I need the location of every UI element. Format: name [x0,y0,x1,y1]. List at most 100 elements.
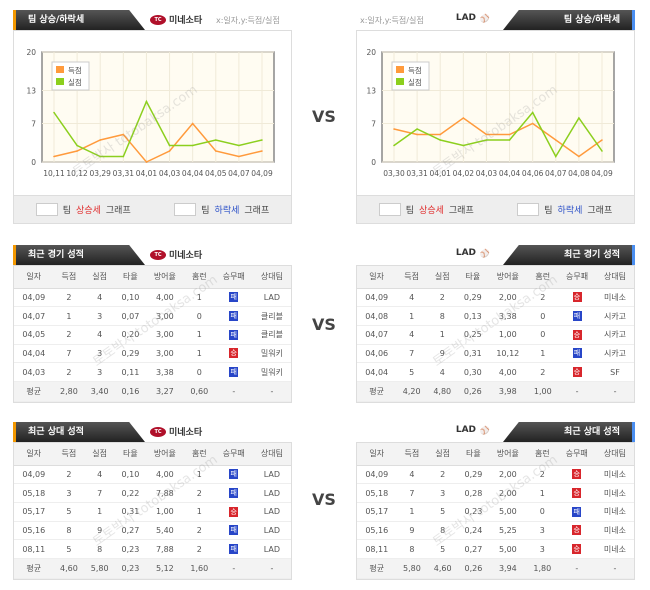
result-badge: 승 [572,292,582,303]
table-cell: 8 [426,306,458,326]
table-cell: 클리블 [252,325,291,345]
result-cell: 승 [558,288,597,308]
table-cell: 8 [396,539,428,559]
team-label: LAD ⚾ [456,13,493,23]
average-cell: 평균 [357,558,397,579]
data-point [122,133,125,136]
table-cell: 04,04 [14,344,54,364]
table-row: 04,08 1 8 0,13 3,38 0 패 시카고 [357,306,634,326]
team-name: LAD [455,13,476,23]
average-cell: 5,12 [145,558,184,579]
table-cell: 0 [526,502,558,522]
table-cell: 0,28 [458,483,489,503]
x-tick-label: 03,30 [383,169,405,178]
team-label: LAD ⚾ [456,425,493,435]
average-cell: 3,98 [488,381,528,402]
data-point [462,117,465,119]
result-badge: 패 [572,506,582,517]
data-point [439,133,442,136]
data-point [462,144,465,147]
right-trend-panel: x:일자,y:득점/실점 LAD ⚾ 팀 상승/하락세 03,30 03,31 04,… [356,10,635,224]
up-trend-button[interactable]: 팀 상승세 그래프 [35,203,131,216]
table-cell: 04,09 [357,288,397,308]
label: 하락세 [214,206,240,216]
data-point [439,139,442,141]
x-tick-label: 04,04 [182,169,204,178]
table-cell: 0,23 [458,502,489,522]
data-point [99,155,102,158]
data-point [578,117,580,119]
data-point [554,155,557,158]
average-cell: 0,26 [457,381,489,402]
table-cell: 미네소 [596,288,634,308]
table-cell: 1,00 [488,325,528,345]
up-trend-button[interactable]: 팀 상승세 그래프 [378,203,474,216]
average-cell: - [595,558,634,579]
table-cell: 2 [53,465,85,485]
table-cell: 2 [427,465,459,485]
table-cell: 5,25 [488,521,527,541]
down-trend-button[interactable]: 팀 하락세 그래프 [517,203,612,216]
column-header: 실점 [426,266,458,289]
table-cell: 4 [84,325,116,345]
column-header: 일자 [14,443,54,466]
label: 팀 [201,206,210,216]
data-point [531,111,534,114]
table-cell: 9 [396,521,428,541]
result-cell: 승 [214,344,253,364]
average-cell: 3,40 [84,381,116,402]
column-header: 상대팀 [252,266,291,289]
y-tick-label: 13 [26,87,36,96]
table-cell: 5 [427,539,459,559]
table-row: 04,06 7 9 0,31 10,12 1 패 시카고 [357,344,634,364]
table-row: 05,18 3 7 0,22 7,88 2 패 LAD [14,483,291,503]
column-header: 상대팀 [595,443,634,466]
table-cell: 1 [426,325,458,345]
table-cell: 04,09 [14,465,54,485]
column-header: 승무패 [558,266,597,289]
average-cell: 3,94 [488,558,527,579]
data-point [145,100,148,103]
table-cell: 4 [84,288,116,308]
team-name: LAD [455,248,476,258]
average-cell: 5,80 [396,558,428,579]
header-row: 일자 득점 실점 타율 방어율 홈런 승무패 상대팀 [357,443,634,466]
table-cell: 3 [53,483,85,503]
column-header: 홈런 [527,266,559,289]
vs-label: VS [312,107,336,126]
average-row: 평균 2,80 3,40 0,16 3,27 0,60- - [14,381,291,402]
table-cell: 05,17 [357,502,397,522]
table-cell: 4,00 [145,288,184,308]
down-trend-button[interactable]: 팀 하락세 그래프 [174,203,269,216]
table-cell: 9 [426,344,458,364]
legend-swatch [56,66,64,73]
legend-label: 실점 [68,77,82,87]
column-header: 득점 [396,443,428,466]
column-header: 일자 [357,443,397,466]
data-point [168,144,171,147]
average-cell: 3,27 [145,381,184,402]
table-cell: 0,10 [115,465,146,485]
label: 상승세 [419,206,444,216]
x-tick-label: 04,02 [453,169,475,178]
table-cell: 0,27 [458,539,489,559]
result-cell: 패 [214,539,253,559]
table-cell: 04,09 [357,465,397,485]
table-row: 04,03 2 3 0,11 3,38 0 패 밀워키 [14,362,291,382]
table-cell: 5 [427,502,459,522]
column-header: 득점 [396,266,427,289]
result-cell: 패 [214,465,253,485]
table-cell: SF [596,362,634,382]
result-cell: 패 [214,362,253,382]
table-cell: 2,00 [488,465,527,485]
column-header: 타율 [115,443,146,466]
data-point [238,144,240,147]
table-cell: 4 [396,465,428,485]
column-header: 득점 [53,443,85,466]
result-badge: 승 [572,525,582,536]
column-header: 방어율 [145,266,184,289]
table-cell: 0,25 [457,325,489,345]
x-tick-label: 04,06 [522,169,544,178]
twins-logo-icon: TC [150,249,166,260]
column-header: 상대팀 [252,443,291,466]
